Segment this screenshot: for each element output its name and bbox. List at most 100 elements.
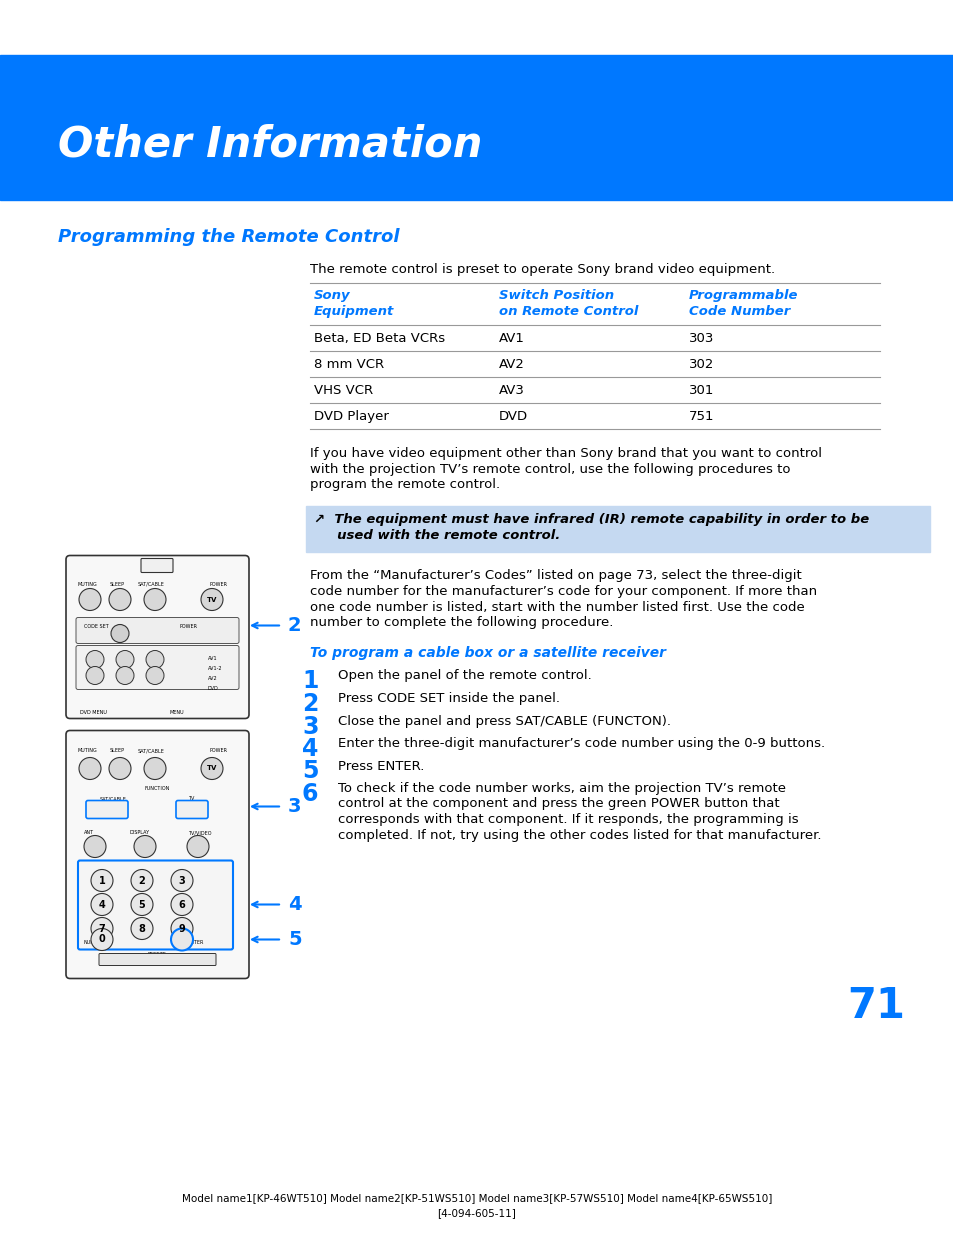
Text: MUTING: MUTING [78,748,97,753]
Text: 8 mm VCR: 8 mm VCR [314,358,384,370]
Circle shape [146,651,164,668]
Text: corresponds with that component. If it responds, the programming is: corresponds with that component. If it r… [337,813,798,826]
Circle shape [131,893,152,915]
FancyBboxPatch shape [99,953,215,966]
Circle shape [79,757,101,779]
Text: SLEEP: SLEEP [110,748,125,753]
Text: Other Information: Other Information [58,124,482,165]
Text: completed. If not, try using the other codes listed for that manufacturer.: completed. If not, try using the other c… [337,829,821,841]
Text: 1: 1 [98,876,105,885]
Circle shape [171,929,193,951]
Text: DVD Player: DVD Player [314,410,389,424]
Circle shape [201,589,223,610]
Text: 303: 303 [688,332,714,345]
Text: 71: 71 [846,986,904,1028]
Text: 4: 4 [98,899,105,909]
Text: SAT/CABLE: SAT/CABLE [100,797,127,802]
Text: 751: 751 [688,410,714,424]
Circle shape [79,589,101,610]
Circle shape [171,918,193,940]
Text: program the remote control.: program the remote control. [310,478,499,492]
Text: Open the panel of the remote control.: Open the panel of the remote control. [337,669,591,683]
FancyBboxPatch shape [175,800,208,819]
Text: 2: 2 [138,876,145,885]
Text: ANT: ANT [84,830,94,836]
Text: Beta, ED Beta VCRs: Beta, ED Beta VCRs [314,332,445,345]
Circle shape [146,667,164,684]
Circle shape [111,625,129,642]
Text: Sony
Equipment: Sony Equipment [314,289,394,317]
Circle shape [171,893,193,915]
FancyBboxPatch shape [66,556,249,719]
Text: TV: TV [207,766,217,772]
Text: 4: 4 [288,895,301,914]
Text: From the “Manufacturer’s Codes” listed on page 73, select the three-digit: From the “Manufacturer’s Codes” listed o… [310,569,801,583]
Circle shape [144,589,166,610]
Text: Press CODE SET inside the panel.: Press CODE SET inside the panel. [337,692,559,705]
Text: FUNCTION: FUNCTION [144,787,170,792]
Text: one code number is listed, start with the number listed first. Use the code: one code number is listed, start with th… [310,600,804,614]
Text: 5: 5 [302,760,318,783]
Text: If you have video equipment other than Sony brand that you want to control: If you have video equipment other than S… [310,447,821,459]
Bar [0,56,953,200]
Text: TV/VIDEO: TV/VIDEO [188,830,212,836]
Text: Model name1[KP-46WT510] Model name2[KP-51WS510] Model name3[KP-57WS510] Model na: Model name1[KP-46WT510] Model name2[KP-5… [182,1193,771,1203]
Text: 0: 0 [98,935,105,945]
Circle shape [86,651,104,668]
Text: FREEZE: FREEZE [148,952,166,957]
Text: 4: 4 [302,737,318,761]
FancyBboxPatch shape [86,800,128,819]
Circle shape [91,929,112,951]
Text: 1: 1 [302,669,318,694]
Text: 301: 301 [688,384,714,396]
Circle shape [144,757,166,779]
Bar [306,505,929,552]
Text: control at the component and press the green POWER button that: control at the component and press the g… [337,798,779,810]
FancyBboxPatch shape [141,558,172,573]
FancyBboxPatch shape [76,646,239,689]
Text: MUTING: MUTING [78,582,97,587]
Circle shape [91,918,112,940]
Circle shape [84,836,106,857]
Text: Programmable
Code Number: Programmable Code Number [688,289,798,317]
Text: DVD: DVD [498,410,528,424]
Circle shape [116,651,133,668]
Text: AV2: AV2 [208,676,217,680]
Text: POWER: POWER [180,624,198,629]
Circle shape [109,757,131,779]
Text: code number for the manufacturer’s code for your component. If more than: code number for the manufacturer’s code … [310,585,817,598]
Text: Enter the three-digit manufacturer’s code number using the 0-9 buttons.: Enter the three-digit manufacturer’s cod… [337,737,824,750]
Text: [4-094-605-11]: [4-094-605-11] [437,1208,516,1218]
Text: 2: 2 [288,616,301,635]
Text: 2: 2 [302,692,318,716]
Circle shape [116,667,133,684]
Text: To check if the code number works, aim the projection TV’s remote: To check if the code number works, aim t… [337,782,785,795]
Text: NUM: NUM [84,941,95,946]
Text: number to complete the following procedure.: number to complete the following procedu… [310,616,613,629]
FancyBboxPatch shape [76,618,239,643]
Circle shape [109,589,131,610]
Circle shape [171,869,193,892]
Circle shape [133,836,156,857]
Text: ENTER: ENTER [188,941,204,946]
Text: POWER: POWER [210,748,228,753]
Text: 3: 3 [288,797,301,816]
Text: DVD MENU: DVD MENU [80,709,107,715]
Text: AV3: AV3 [498,384,524,396]
Text: used with the remote control.: used with the remote control. [314,529,559,542]
Circle shape [131,869,152,892]
Text: TV: TV [188,797,194,802]
FancyBboxPatch shape [78,861,233,950]
Text: 6: 6 [302,782,318,806]
Text: 3: 3 [178,876,185,885]
Circle shape [131,918,152,940]
Text: 302: 302 [688,358,714,370]
Text: 6: 6 [178,899,185,909]
Text: TV: TV [207,597,217,603]
Circle shape [91,893,112,915]
Text: Press ENTER.: Press ENTER. [337,760,424,773]
Text: SLEEP: SLEEP [110,582,125,587]
Text: AV1: AV1 [208,656,217,661]
Circle shape [187,836,209,857]
Text: MENU: MENU [170,709,185,715]
